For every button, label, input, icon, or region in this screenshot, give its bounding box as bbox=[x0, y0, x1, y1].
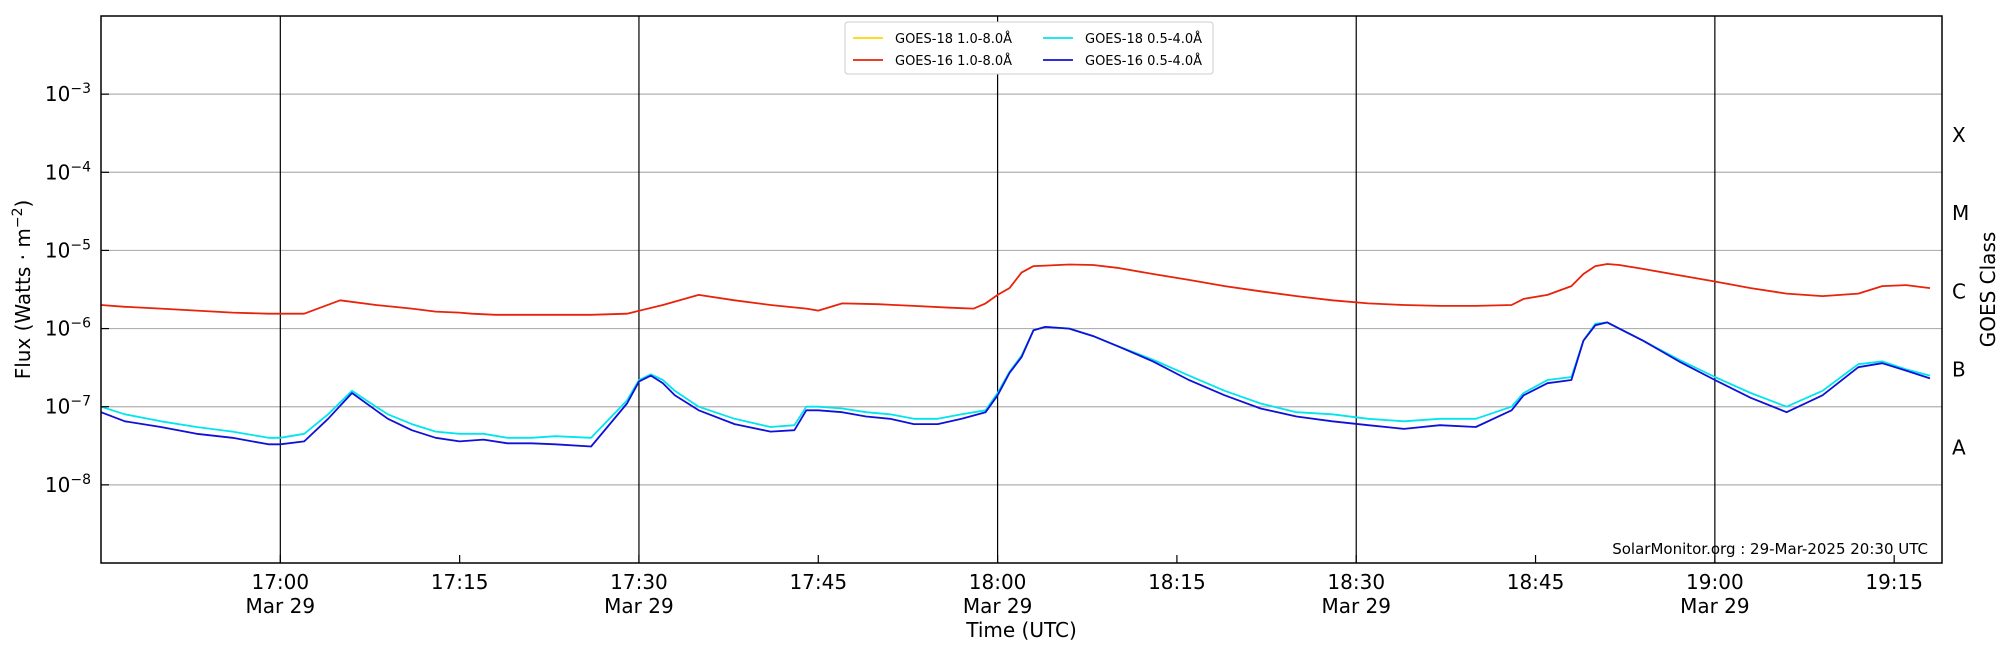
goes-class-b: B bbox=[1952, 357, 1966, 381]
x-tick-date-label: Mar 29 bbox=[1321, 594, 1391, 618]
horizontal-grid bbox=[101, 93, 1942, 486]
legend-label-2: GOES-18 0.5-4.0Å bbox=[1085, 31, 1202, 47]
y-tick-label: 10−3 bbox=[45, 81, 91, 106]
series-line-3 bbox=[100, 321, 1931, 448]
x-tick-label: 17:00 bbox=[251, 570, 309, 594]
x-tick-label: 19:15 bbox=[1865, 570, 1923, 594]
goes-class-c: C bbox=[1952, 279, 1966, 303]
x-tick-label: 17:45 bbox=[789, 570, 847, 594]
x-tick-label: 18:45 bbox=[1507, 570, 1565, 594]
series-lines bbox=[100, 263, 1931, 448]
x-tick-label: 17:30 bbox=[610, 570, 668, 594]
y-tick-label: 10−5 bbox=[45, 237, 91, 262]
x-tick-label: 17:15 bbox=[431, 570, 489, 594]
goes-class-a: A bbox=[1952, 436, 1966, 460]
goes-class-x: X bbox=[1952, 123, 1966, 147]
legend: GOES-18 1.0-8.0Å GOES-18 0.5-4.0Å GOES-16 … bbox=[844, 21, 1214, 75]
x-tick-label: 18:00 bbox=[969, 570, 1027, 594]
goes-class-labels: X M C B A bbox=[1952, 123, 1969, 460]
goes-class-m: M bbox=[1952, 201, 1969, 225]
series-line-2 bbox=[100, 321, 1931, 439]
credit-text: SolarMonitor.org : 29-Mar-2025 20:30 UTC bbox=[1612, 540, 1928, 558]
y-tick-label: 10−7 bbox=[45, 394, 91, 419]
plot-frame bbox=[100, 15, 1943, 564]
y-tick-label: 10−6 bbox=[45, 316, 91, 341]
series-line-1 bbox=[100, 263, 1931, 316]
legend-box bbox=[844, 21, 1214, 75]
y-tick-label: 10−4 bbox=[45, 159, 91, 184]
goes-class-axis-label: GOES Class bbox=[1976, 232, 2000, 348]
x-tick-date-label: Mar 29 bbox=[1680, 594, 1750, 618]
x-axis-label: Time (UTC) bbox=[965, 618, 1077, 642]
legend-label-1: GOES-16 1.0-8.0Å bbox=[895, 53, 1012, 69]
x-tick-label: 19:00 bbox=[1686, 570, 1744, 594]
y-axis-label: Flux (Watts · m−2) bbox=[10, 200, 35, 380]
x-tick-date-label: Mar 29 bbox=[963, 594, 1033, 618]
legend-label-3: GOES-16 0.5-4.0Å bbox=[1085, 53, 1202, 69]
x-tick-date-label: Mar 29 bbox=[246, 594, 316, 618]
y-tick-label: 10−8 bbox=[45, 472, 91, 497]
x-tick-date-label: Mar 29 bbox=[604, 594, 674, 618]
legend-label-0: GOES-18 1.0-8.0Å bbox=[895, 31, 1012, 47]
x-tick-label: 18:15 bbox=[1148, 570, 1206, 594]
day-marker-lines bbox=[279, 16, 1716, 563]
y-axis-ticks: 10−3 10−4 10−5 10−6 10−7 10−8 bbox=[45, 81, 109, 497]
x-tick-label: 18:30 bbox=[1327, 570, 1385, 594]
